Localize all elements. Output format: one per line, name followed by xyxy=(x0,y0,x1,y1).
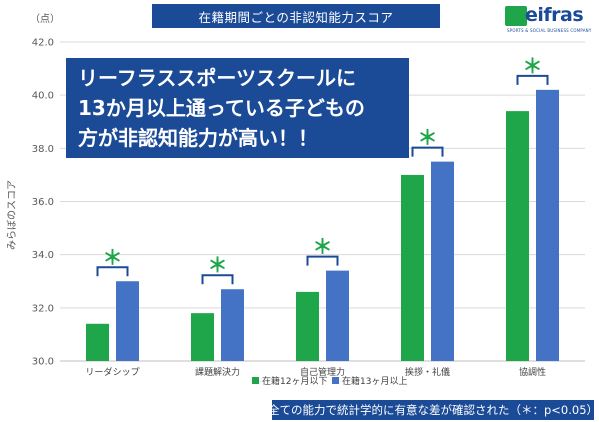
x-tick-label: リーダシップ xyxy=(85,366,139,378)
bar-over-13 xyxy=(536,89,559,361)
bar-over-13 xyxy=(326,270,349,361)
callout-box: リーフラススポーツスクールに 13か月以上通っている子どもの 方が非認知能力が高… xyxy=(66,58,409,158)
y-axis-label: みらぼのスコア xyxy=(6,180,18,250)
legend-label: 在籍12ヶ月以下 xyxy=(262,375,327,387)
y-tick-label: 34.0 xyxy=(32,250,54,261)
y-unit-label: （点） xyxy=(30,13,60,25)
bar-over-13 xyxy=(116,281,139,361)
y-tick-label: 32.0 xyxy=(32,303,54,314)
y-tick-label: 42.0 xyxy=(32,38,54,49)
significance-asterisk: ＊ xyxy=(313,235,333,259)
logo-subtitle: SPORTS & SOCIAL BUSINESS COMPANY xyxy=(507,28,592,33)
significance-bracket xyxy=(411,146,444,157)
y-tick-label: 36.0 xyxy=(32,197,54,208)
significance-asterisk: ＊ xyxy=(208,253,228,277)
significance-bracket xyxy=(96,266,129,277)
bar-over-13 xyxy=(221,289,244,361)
bar-under-12 xyxy=(86,323,109,361)
significance-bracket xyxy=(306,255,339,266)
bars xyxy=(86,89,559,361)
bar-under-12 xyxy=(191,313,214,361)
logo: eifras SPORTS & SOCIAL BUSINESS COMPANY xyxy=(503,2,595,36)
significance-bracket xyxy=(516,74,549,85)
x-tick-label: 挨拶・礼儀 xyxy=(405,366,450,378)
y-tick-label: 38.0 xyxy=(32,144,54,155)
legend-swatch xyxy=(252,377,259,384)
x-tick-label: 自己管理力 xyxy=(300,366,345,378)
x-tick-label: 協調性 xyxy=(519,366,546,378)
significance-asterisk: ＊ xyxy=(103,245,123,269)
callout-line: リーフラススポーツスクールに xyxy=(78,66,356,90)
logo-text: eifras xyxy=(525,4,584,26)
bar-under-12 xyxy=(296,291,319,361)
significance-markers: ＊ ＊ ＊ ＊ ＊ xyxy=(96,54,549,285)
legend-label: 在籍13ヶ月以上 xyxy=(342,375,407,387)
labels: 30.032.034.036.038.040.042.0（点）みらぼのスコアリー… xyxy=(6,13,546,378)
legend-swatch xyxy=(332,377,339,384)
x-tick-label: 課題解決力 xyxy=(195,366,240,378)
significance-asterisk: ＊ xyxy=(418,126,438,150)
y-tick-label: 40.0 xyxy=(32,91,54,102)
bar-under-12 xyxy=(401,174,424,361)
y-tick-label: 30.0 xyxy=(32,357,54,368)
callout-line: 13か月以上通っている子どもの xyxy=(78,96,365,120)
bar-over-13 xyxy=(431,161,454,361)
bar-under-12 xyxy=(506,111,529,361)
page-title: 在籍期間ごとの非認知能力スコア xyxy=(152,4,440,28)
significance-bracket xyxy=(201,274,234,285)
legend: 在籍12ヶ月以下 在籍13ヶ月以上 xyxy=(252,375,407,387)
footnote: 全ての能力で統計学的に有意な差が確認された（＊：p<0.05） xyxy=(268,400,598,420)
logo-mark-icon xyxy=(505,6,527,26)
significance-asterisk: ＊ xyxy=(523,54,543,78)
callout-line: 方が非認知能力が高い！！ xyxy=(78,126,318,150)
